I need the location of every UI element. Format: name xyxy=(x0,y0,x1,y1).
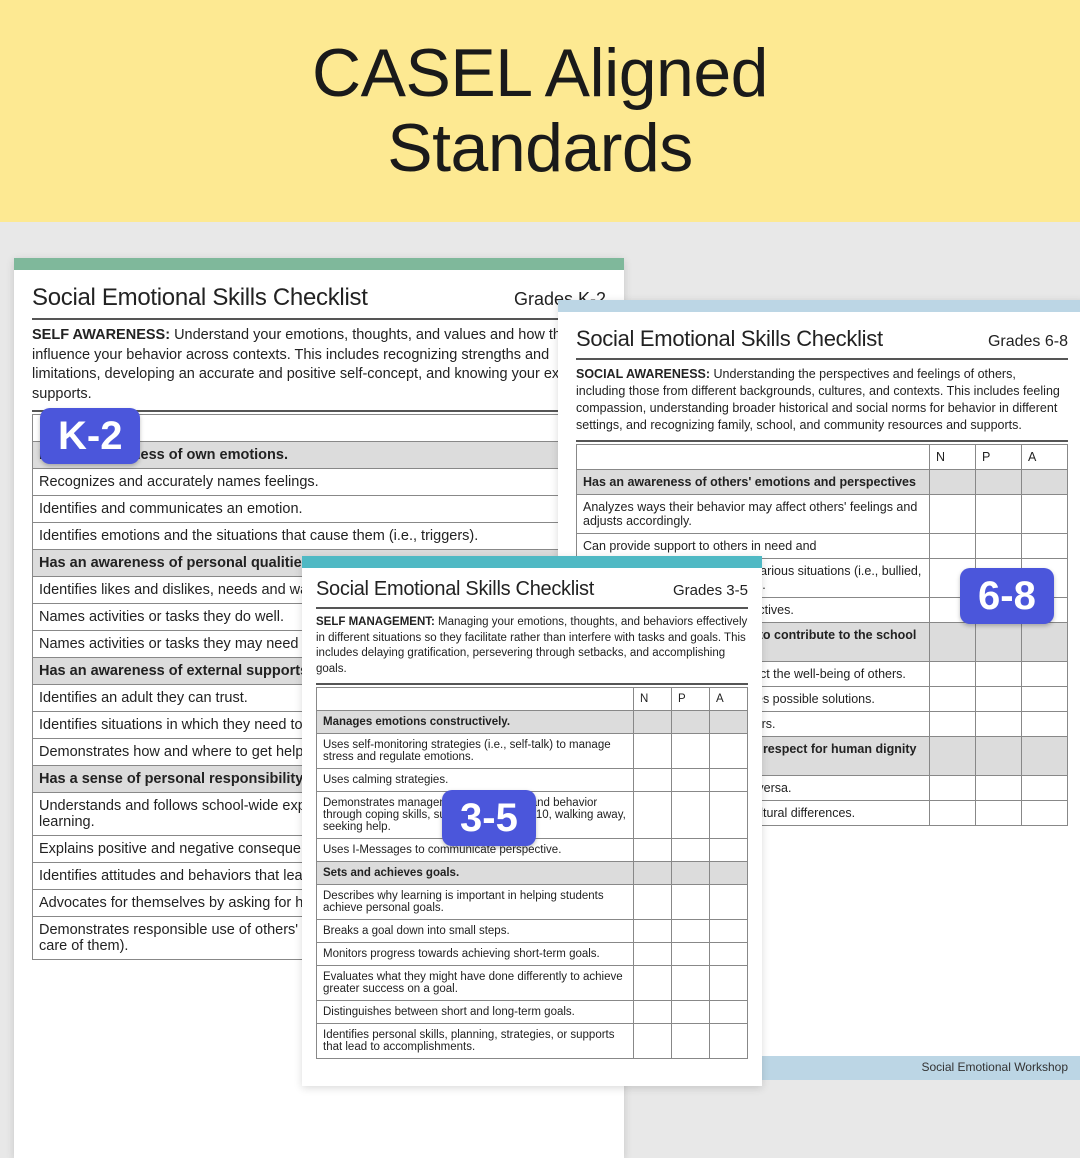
badge-k2: K-2 xyxy=(40,408,140,464)
doc-k2-heading: Social Emotional Skills Checklist xyxy=(32,284,368,312)
doc-35-grade: Grades 3-5 xyxy=(673,582,748,599)
doc-68-topbar xyxy=(558,300,1080,312)
doc-68-intro: SOCIAL AWARENESS: Understanding the pers… xyxy=(576,358,1068,442)
doc-k2-intro: SELF AWARENESS: Understand your emotions… xyxy=(32,318,606,412)
badge-68: 6-8 xyxy=(960,568,1054,624)
doc-35-topbar xyxy=(302,556,762,568)
doc-68-heading: Social Emotional Skills Checklist xyxy=(576,326,883,352)
badge-35: 3-5 xyxy=(442,790,536,846)
doc-35-table: NPAManages emotions constructively.Uses … xyxy=(316,687,748,1059)
doc-k2-topbar xyxy=(14,258,624,270)
doc-35-intro: SELF MANAGEMENT: Managing your emotions,… xyxy=(316,607,748,685)
page-title: CASEL AlignedStandards xyxy=(312,36,768,186)
doc-35-heading: Social Emotional Skills Checklist xyxy=(316,578,594,601)
doc-68-grade: Grades 6-8 xyxy=(988,333,1068,351)
header-band: CASEL AlignedStandards xyxy=(0,0,1080,222)
